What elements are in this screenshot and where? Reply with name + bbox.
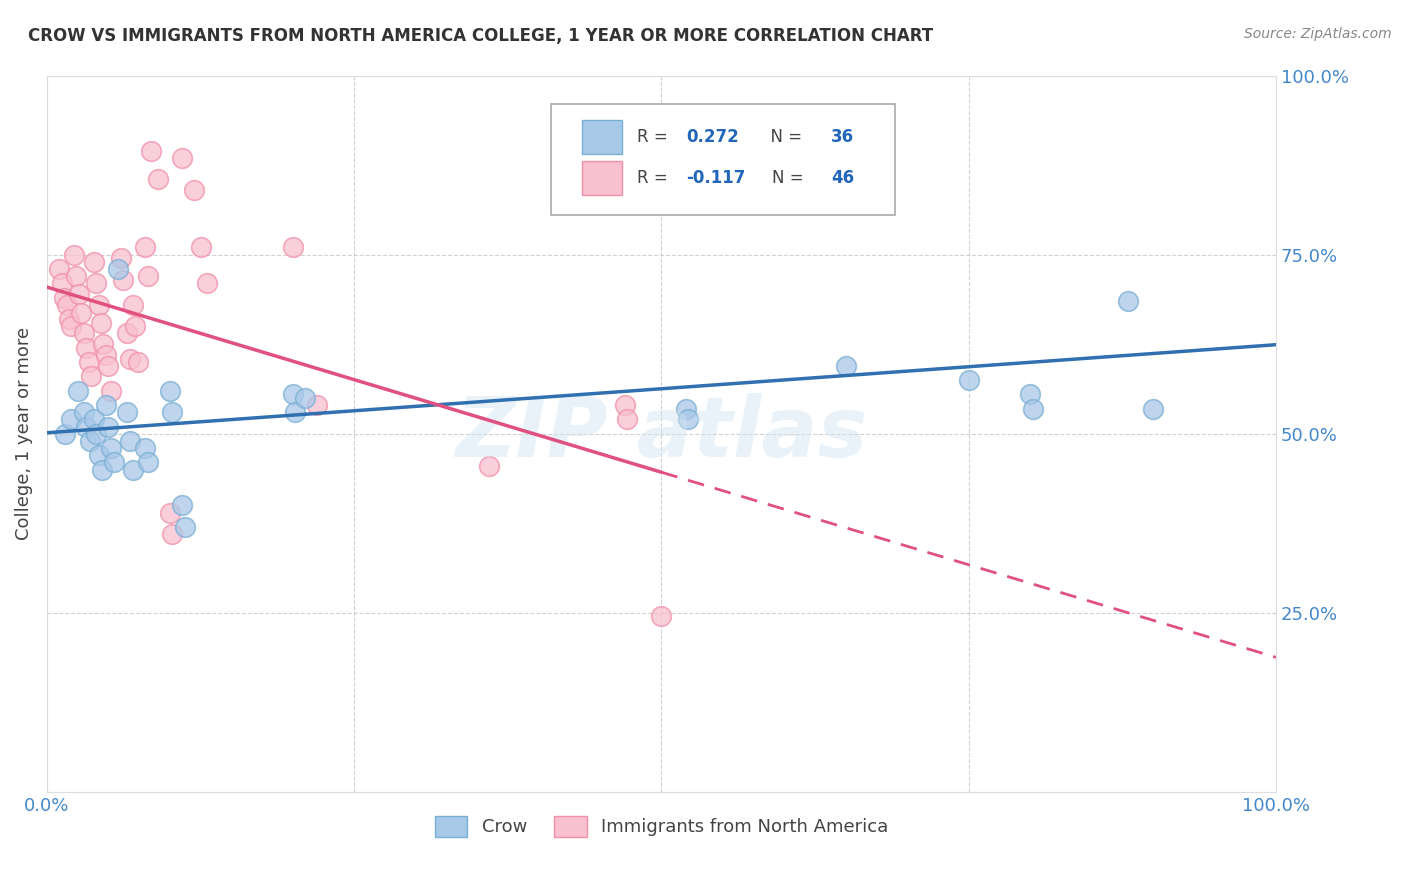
Point [110, 251, 132, 265]
Point [90, 316, 112, 330]
Point [107, 262, 129, 277]
Point [51, 277, 73, 291]
Point [613, 398, 636, 412]
Point [94, 348, 117, 362]
Point [124, 319, 146, 334]
Point [650, 609, 672, 624]
Point [190, 240, 212, 254]
Point [478, 458, 501, 473]
Point [83, 254, 105, 268]
Point [73, 326, 96, 341]
Point [146, 172, 169, 186]
Point [60, 412, 83, 426]
Point [100, 384, 122, 398]
Point [48, 262, 70, 277]
Point [77, 355, 100, 369]
Y-axis label: College, 1 year or more: College, 1 year or more [15, 327, 32, 541]
Point [67, 287, 90, 301]
FancyBboxPatch shape [551, 104, 896, 215]
Point [75, 341, 97, 355]
Legend: Crow, Immigrants from North America: Crow, Immigrants from North America [427, 808, 896, 844]
Point [616, 412, 638, 426]
Text: -0.117: -0.117 [686, 169, 745, 187]
Bar [582, 161, 621, 195]
Point [183, 183, 205, 197]
Point [87, 298, 110, 312]
Point [73, 405, 96, 419]
Point [172, 151, 194, 165]
Point [294, 391, 316, 405]
Point [120, 434, 142, 448]
Text: N =: N = [772, 169, 808, 187]
Point [60, 319, 83, 334]
Point [281, 240, 304, 254]
Point [284, 405, 307, 419]
Point [134, 441, 156, 455]
Point [120, 351, 142, 366]
Point [53, 291, 76, 305]
Point [65, 269, 87, 284]
Text: R =: R = [637, 169, 673, 187]
Point [97, 359, 120, 373]
Point [70, 306, 93, 320]
Point [97, 419, 120, 434]
Text: N =: N = [759, 128, 807, 146]
Point [122, 462, 145, 476]
Point [307, 398, 329, 412]
Point [650, 169, 672, 183]
Point [159, 506, 181, 520]
Point [112, 273, 135, 287]
Text: R =: R = [637, 128, 673, 146]
Point [103, 455, 125, 469]
Point [94, 398, 117, 412]
Point [134, 240, 156, 254]
Point [83, 412, 105, 426]
Point [100, 441, 122, 455]
Point [63, 247, 86, 261]
Point [136, 269, 159, 284]
Point [957, 373, 980, 387]
Text: ZIP atlas: ZIP atlas [456, 393, 868, 475]
Point [84, 426, 107, 441]
Point [87, 448, 110, 462]
Point [835, 359, 858, 373]
Point [678, 412, 700, 426]
Bar [582, 120, 621, 154]
Point [1019, 387, 1042, 401]
Point [173, 520, 195, 534]
Point [115, 405, 138, 419]
Point [281, 387, 304, 401]
Point [115, 326, 138, 341]
Point [122, 298, 145, 312]
Point [675, 401, 697, 416]
Text: 46: 46 [831, 169, 855, 187]
Point [141, 144, 163, 158]
Text: Source: ZipAtlas.com: Source: ZipAtlas.com [1244, 27, 1392, 41]
Point [1142, 401, 1164, 416]
Point [162, 527, 184, 541]
Point [172, 499, 194, 513]
Point [127, 355, 149, 369]
Point [93, 337, 115, 351]
Point [80, 369, 103, 384]
Point [75, 419, 97, 434]
Point [91, 462, 114, 476]
Point [136, 455, 159, 469]
Point [1118, 294, 1140, 309]
Point [84, 277, 107, 291]
Point [53, 426, 76, 441]
Point [195, 277, 218, 291]
Point [159, 384, 181, 398]
Point [66, 384, 89, 398]
Point [79, 434, 101, 448]
Text: CROW VS IMMIGRANTS FROM NORTH AMERICA COLLEGE, 1 YEAR OR MORE CORRELATION CHART: CROW VS IMMIGRANTS FROM NORTH AMERICA CO… [28, 27, 934, 45]
Point [162, 405, 184, 419]
Point [55, 298, 77, 312]
Point [58, 312, 80, 326]
Text: 36: 36 [831, 128, 855, 146]
Point [1021, 401, 1043, 416]
Text: 0.272: 0.272 [686, 128, 738, 146]
